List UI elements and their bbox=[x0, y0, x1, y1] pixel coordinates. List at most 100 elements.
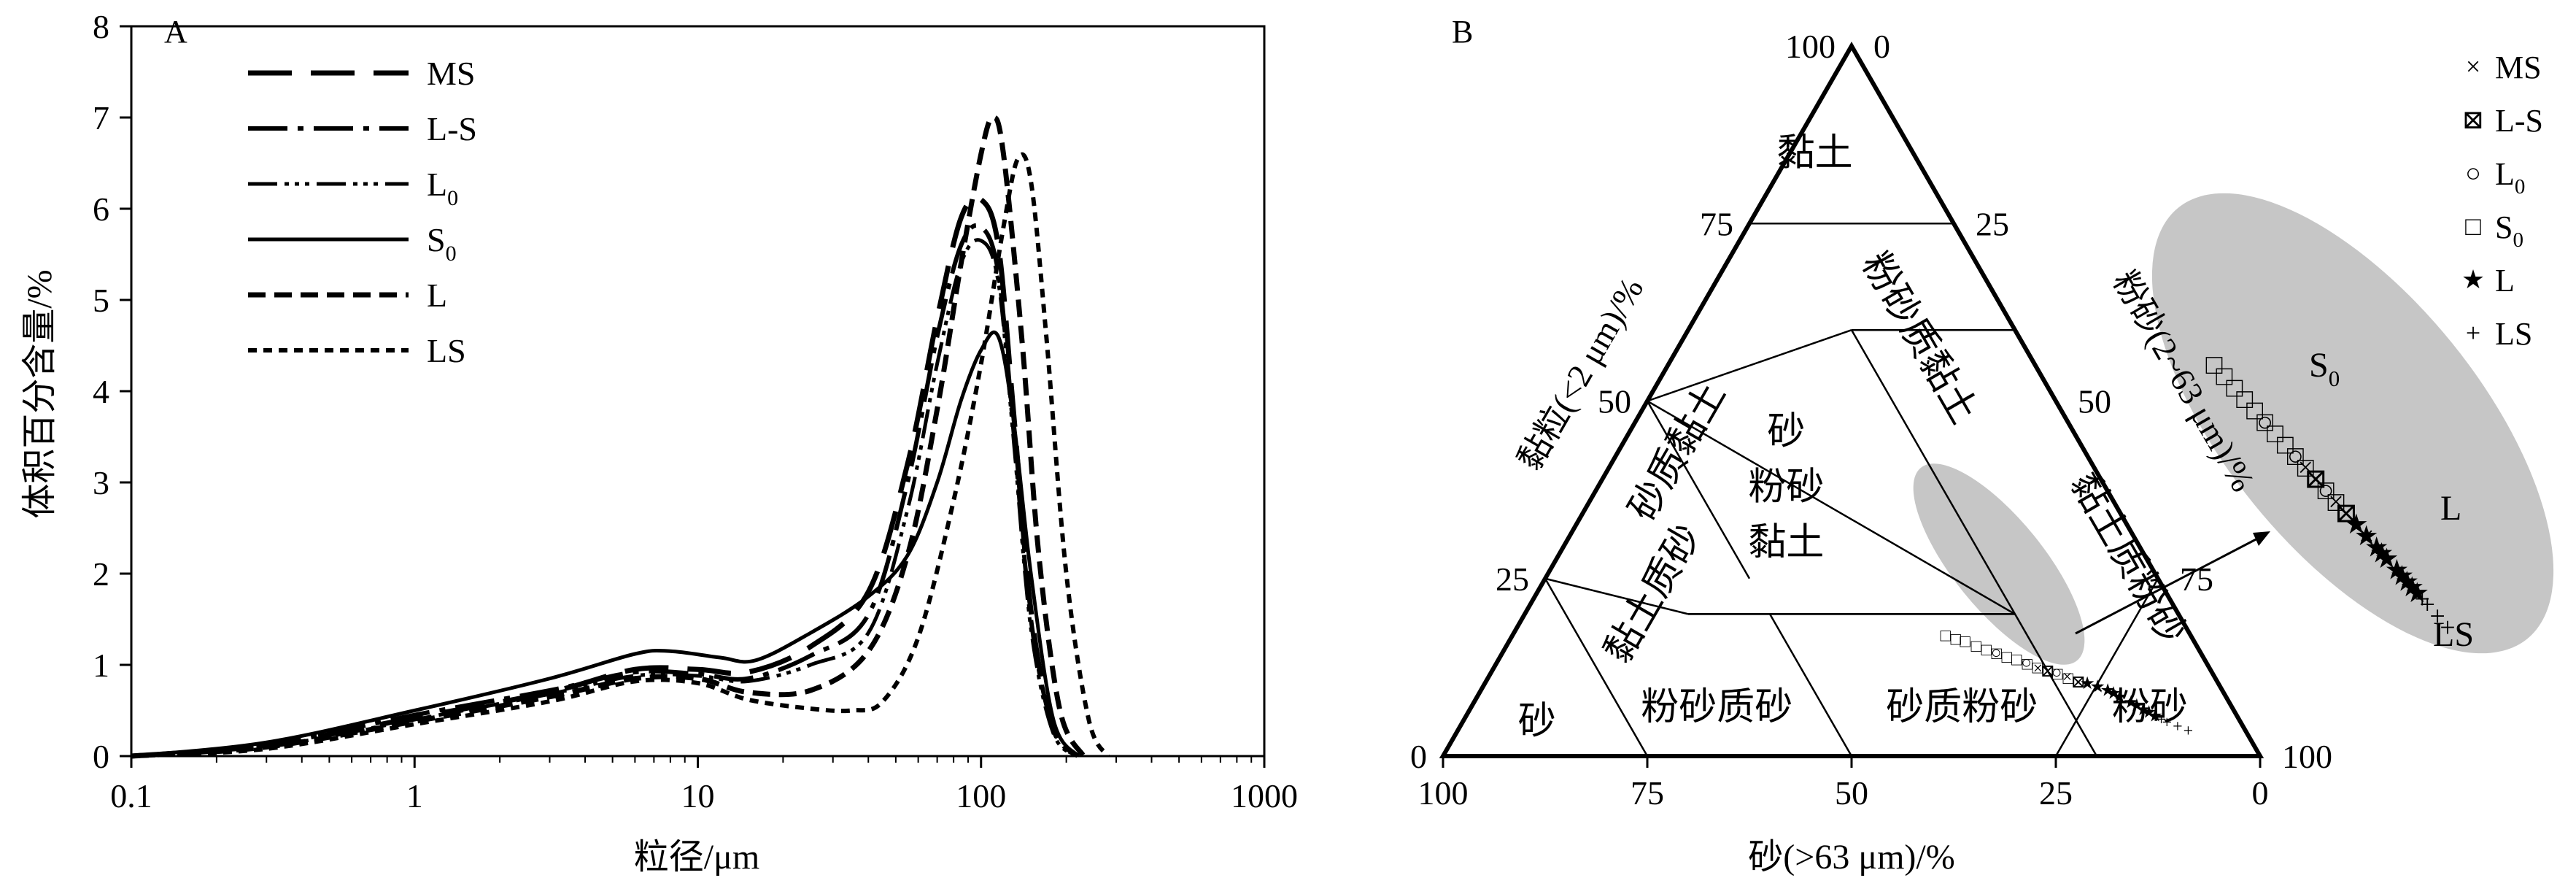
sample-point-l: ★ bbox=[2141, 704, 2157, 723]
region-label-clayey-sand: 黏土质砂 bbox=[1597, 517, 1709, 670]
inset-arrow-line bbox=[2075, 535, 2262, 635]
panel-a-plot-frame bbox=[130, 25, 1266, 758]
boundary-inner-right bbox=[1850, 329, 2016, 615]
inset-point-l0: ○ bbox=[2318, 475, 2335, 506]
left-tick-label: 50 bbox=[1598, 383, 1631, 420]
panel-a-x-axis-label: 粒径/μm bbox=[634, 838, 759, 877]
inset-point-l: ★ bbox=[2399, 572, 2424, 603]
sample-point-ls: + bbox=[2184, 722, 2194, 741]
panel-a-y-ticks: 0 1 2 3 4 5 6 7 8 bbox=[93, 8, 131, 775]
inset-point-ms: × bbox=[2297, 452, 2313, 483]
inset-point-s0: □ bbox=[2206, 350, 2223, 380]
sample-point-ms: × bbox=[2093, 679, 2103, 698]
sample-point-l: ★ bbox=[2105, 684, 2121, 703]
region-label-sand: 砂 bbox=[1518, 701, 1556, 742]
y-tick-label: 1 bbox=[93, 647, 109, 684]
panel-b-bottom-axis-label: 砂(>63 μm)/% bbox=[1748, 838, 1954, 877]
sample-point-s0: □ bbox=[2011, 651, 2022, 670]
legend-label-l-s: L-S bbox=[2495, 103, 2543, 139]
legend-marker-s0: □ bbox=[2465, 212, 2481, 241]
inset-label-l: L bbox=[2440, 489, 2461, 528]
inset-point-s0: □ bbox=[2256, 407, 2273, 437]
inset-point-l: ★ bbox=[2384, 555, 2409, 586]
boundary-silt-75 bbox=[2054, 578, 2159, 757]
series-line-ms bbox=[131, 195, 1080, 759]
inset-point-l: ★ bbox=[2389, 561, 2414, 592]
legend-marker-l0: ○ bbox=[2465, 158, 2481, 188]
inset-point-s0: □ bbox=[2277, 430, 2294, 461]
left-tick-label: 0 bbox=[1410, 738, 1427, 775]
legend-marker-ls: + bbox=[2466, 318, 2480, 347]
sample-point-l: ★ bbox=[2112, 687, 2128, 706]
inset-point-l: ★ bbox=[2364, 532, 2389, 563]
boundary-inner-bottom bbox=[2014, 613, 2098, 757]
legend-label-ms: MS bbox=[427, 55, 475, 92]
x-tick-label: 10 bbox=[681, 777, 715, 814]
sample-point-ls: + bbox=[2157, 710, 2167, 729]
sample-point-l: ★ bbox=[2089, 678, 2105, 697]
right-tick-label: 25 bbox=[1976, 205, 2009, 242]
legend-label-ls: LS bbox=[2495, 316, 2532, 352]
y-tick-label: 8 bbox=[93, 8, 109, 45]
region-label-sand-silt-clay: 粉砂 bbox=[1748, 466, 1824, 508]
sample-point-s0: □ bbox=[2052, 665, 2063, 684]
sample-point-l: ★ bbox=[2123, 693, 2139, 712]
boundary-silty-clay bbox=[1647, 329, 1852, 402]
sample-point-l0: ○ bbox=[1991, 644, 2002, 663]
inset-point-ls: + bbox=[2440, 612, 2455, 643]
inset-point-s0: □ bbox=[2226, 372, 2243, 403]
inset-point-ls: + bbox=[2429, 601, 2445, 631]
sample-point-s0: □ bbox=[2002, 648, 2013, 667]
x-tick-label: 0.1 bbox=[110, 777, 152, 814]
left-tick-label: 25 bbox=[1496, 561, 1529, 598]
legend-label-l-s: L-S bbox=[427, 110, 477, 147]
sample-point-s0: □ bbox=[1971, 637, 1982, 656]
inset-point-ms: × bbox=[2328, 487, 2343, 517]
inset-point-s0: □ bbox=[2308, 464, 2324, 495]
bottom-tick-label: 75 bbox=[1631, 774, 1664, 812]
inset-point-s0: □ bbox=[2327, 487, 2344, 517]
region-label-silty-clay: 粉砂质黏土 bbox=[1854, 246, 1984, 431]
inset-point-s0: □ bbox=[2297, 452, 2314, 483]
legend-label-ms: MS bbox=[2495, 50, 2542, 85]
region-label-silt: 粉砂 bbox=[2112, 687, 2188, 728]
sample-point-ms: × bbox=[2033, 659, 2043, 678]
sample-point-l: ★ bbox=[2129, 696, 2145, 715]
region-label-sand-silt-clay: 黏土 bbox=[1748, 522, 1824, 563]
inset-point-ls: + bbox=[2419, 590, 2434, 620]
sample-point-s0: □ bbox=[1960, 632, 1970, 651]
legend-label-ls: LS bbox=[427, 332, 466, 369]
x-tick-label: 1 bbox=[406, 777, 423, 814]
sample-point-s0: □ bbox=[1992, 644, 2003, 663]
inset-point-l: ★ bbox=[2344, 509, 2369, 540]
legend-label-s0: S0 bbox=[427, 221, 457, 266]
y-tick-label: 5 bbox=[93, 282, 109, 319]
panel-a: A 0.1 1 10 100 1000 0 1 2 3 4 5 6 7 8 MS L-S L0 S0 L LS 粒… bbox=[20, 8, 1298, 877]
sample-point-ls: + bbox=[2162, 713, 2173, 732]
boundary-sand-75 bbox=[1544, 578, 1649, 757]
highlight-ellipse-small bbox=[1913, 463, 2085, 665]
panel-b-ternary-frame bbox=[1439, 41, 2264, 768]
inset-arrow-head bbox=[2253, 531, 2270, 546]
y-tick-label: 0 bbox=[93, 738, 109, 775]
sample-point-l: ★ bbox=[2135, 701, 2151, 720]
legend-marker-ms: × bbox=[2466, 52, 2480, 81]
bottom-tick-label: 50 bbox=[1835, 774, 1868, 812]
sample-point-ms: × bbox=[2062, 668, 2073, 687]
boundary-sand-50 bbox=[1768, 613, 1853, 757]
sample-point-s0: □ bbox=[1981, 641, 1992, 660]
legend-label-l0: L0 bbox=[2495, 156, 2525, 199]
sample-point-l-s: ⊠ bbox=[2071, 673, 2086, 692]
y-tick-label: 7 bbox=[93, 99, 109, 136]
legend-label-l: L bbox=[427, 277, 447, 314]
boundary-sandy-clay bbox=[1647, 400, 2016, 615]
highlight-ellipse-inset bbox=[2151, 193, 2554, 654]
panel-b-sample-points: □ □□ □ □ □ □□ □ □ □□ □○○○× ××⊠⊠★★★★★★★★★★++ + + bbox=[1941, 627, 2194, 741]
inset-point-l: ★ bbox=[2370, 538, 2394, 569]
sample-point-l: ★ bbox=[2147, 707, 2163, 726]
legend-label-l: L bbox=[2495, 263, 2515, 298]
panel-b-highlight-ellipses bbox=[1913, 193, 2554, 665]
